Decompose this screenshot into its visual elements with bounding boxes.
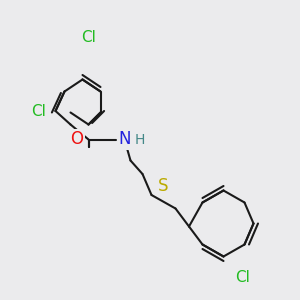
Text: O: O bbox=[70, 130, 83, 148]
Text: N: N bbox=[118, 130, 131, 148]
Text: Cl: Cl bbox=[236, 270, 250, 285]
Text: S: S bbox=[158, 177, 169, 195]
Text: Cl: Cl bbox=[81, 30, 96, 45]
Text: Cl: Cl bbox=[32, 103, 46, 118]
Text: H: H bbox=[134, 133, 145, 146]
